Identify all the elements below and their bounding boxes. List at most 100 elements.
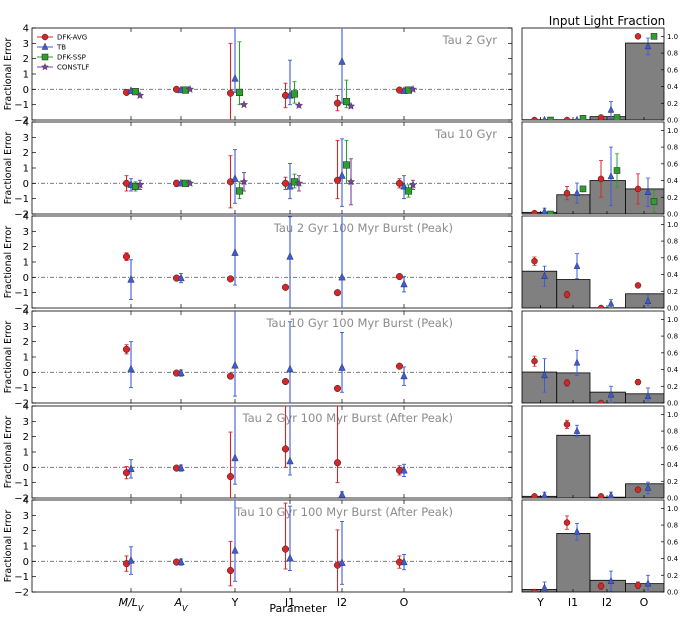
fraction-y-tick-label: 0.4 [667, 555, 679, 563]
legend-marker-constlf [41, 63, 49, 71]
y-axis-label: Fractional Error [3, 510, 14, 583]
data-point-dfk-ssp [342, 98, 351, 106]
x-tick-label: O [400, 596, 409, 609]
fraction-y-tick-label: 0.8 [667, 50, 678, 58]
panel-title: Tau 10 Gyr 100 Myr Burst (After Peak) [234, 505, 453, 519]
data-point-tb [338, 558, 346, 566]
fraction-bar [625, 293, 664, 308]
panel-title: Tau 10 Gyr [434, 127, 497, 141]
y-tick-label: −2 [14, 588, 29, 599]
data-point-tb [231, 248, 239, 256]
fraction-y-tick-label: 0.0 [667, 495, 678, 503]
fraction-bar [556, 434, 591, 498]
series-group [122, 500, 408, 592]
fraction-y-tick-label: 0.0 [667, 117, 678, 125]
fraction-bar [625, 188, 664, 214]
data-point-dfk-avg [395, 362, 404, 370]
fraction-y-tick-label: 0.8 [667, 522, 678, 530]
fraction-y-tick-label: 1.0 [667, 411, 678, 419]
fraction-point-dfk-avg [563, 116, 571, 120]
y-tick-label: −2 [14, 116, 29, 127]
fraction-point-dfk-avg [634, 378, 642, 386]
y-axis-label: Fractional Error [3, 132, 14, 205]
y-tick-label: 2 [23, 148, 29, 159]
y-tick-label: −2 [14, 399, 29, 410]
fraction-bar [589, 496, 626, 498]
panel-title: Tau 10 Gyr 100 Myr Burst (Peak) [265, 316, 453, 330]
fraction-y-tick-label: 1.0 [667, 221, 678, 229]
data-point-constlf [135, 180, 145, 189]
fraction-y-tick-label: 0.8 [667, 333, 678, 341]
fraction-point-tb [607, 390, 615, 398]
fraction-bar [625, 583, 664, 592]
y-axis-label: Fractional Error [3, 416, 14, 489]
fraction-point-dfk-avg [531, 257, 538, 265]
y-tick-label: 1 [23, 164, 29, 175]
data-point-dfk-avg [226, 372, 235, 380]
data-point-constlf [408, 85, 418, 93]
data-point-constlf [239, 177, 249, 186]
fraction-x-tick-label: O [640, 596, 649, 609]
y-tick-label: 2 [23, 337, 29, 348]
y-tick-label: 0 [23, 273, 29, 284]
data-point-dfk-avg [333, 99, 342, 107]
right-panel-title: Input Light Fraction [549, 14, 666, 28]
y-tick-label: −1 [14, 383, 29, 394]
fraction-y-tick-label: 0.0 [667, 305, 678, 313]
fraction-y-tick-label: 0.8 [667, 428, 678, 436]
y-axis-label: Fractional Error [3, 226, 14, 299]
fraction-y-tick-label: 0.2 [667, 383, 678, 391]
data-point-tb [338, 171, 346, 179]
fraction-y-tick-label: 0.0 [667, 400, 678, 408]
x-tick-label: I2 [337, 596, 347, 609]
data-point-tb [338, 57, 346, 65]
plot-frame [31, 27, 513, 121]
data-point-tb [231, 453, 239, 462]
fraction-bar [625, 42, 664, 120]
fraction-point-dfk-avg [531, 116, 538, 120]
y-tick-label: −1 [14, 478, 29, 489]
fraction-point-dfk-ssp [613, 114, 621, 120]
fraction-point-dfk-avg [563, 421, 571, 428]
data-point-dfk-avg [395, 179, 404, 187]
data-point-constlf [294, 179, 304, 187]
data-point-dfk-avg [281, 283, 290, 291]
fraction-point-dfk-ssp [547, 116, 554, 120]
legend-label: DFK-SSP [57, 54, 86, 62]
fraction-point-tb [541, 371, 548, 379]
data-point-constlf [346, 101, 356, 110]
fraction-y-tick-label: 0.2 [667, 194, 678, 202]
y-tick-label: 3 [23, 227, 29, 238]
data-point-tb [177, 557, 185, 566]
fraction-point-tb [573, 527, 581, 535]
data-point-dfk-avg [226, 472, 235, 481]
y-axis-label: Fractional Error [3, 321, 14, 394]
fraction-point-dfk-ssp [547, 210, 554, 214]
fraction-point-tb [542, 115, 547, 120]
x-tick-label: Y [231, 596, 239, 609]
y-tick-label: −1 [14, 194, 29, 205]
series-group [122, 28, 418, 120]
fraction-y-tick-label: 0.2 [667, 100, 678, 108]
fraction-point-tb [644, 187, 652, 195]
data-point-dfk-avg [333, 289, 342, 297]
fraction-point-tb [644, 42, 652, 50]
y-tick-label: 4 [23, 24, 29, 35]
fraction-bar [522, 270, 558, 308]
data-point-dfk-ssp [235, 187, 244, 195]
y-tick-label: −1 [14, 288, 29, 299]
data-point-constlf [408, 180, 418, 189]
data-point-tb [338, 363, 346, 371]
x-tick-label: I1 [285, 596, 295, 609]
fraction-point-dfk-avg [563, 291, 571, 298]
fraction-y-tick-label: 0.8 [667, 238, 678, 246]
y-tick-label: 4 [23, 118, 29, 129]
fraction-y-tick-label: 0.6 [667, 160, 679, 168]
fraction-y-tick-label: 0.2 [667, 288, 678, 296]
data-point-tb [400, 557, 408, 566]
fraction-point-dfk-avg [634, 582, 642, 589]
data-point-tb [231, 74, 239, 82]
fraction-point-dfk-avg [597, 304, 605, 308]
